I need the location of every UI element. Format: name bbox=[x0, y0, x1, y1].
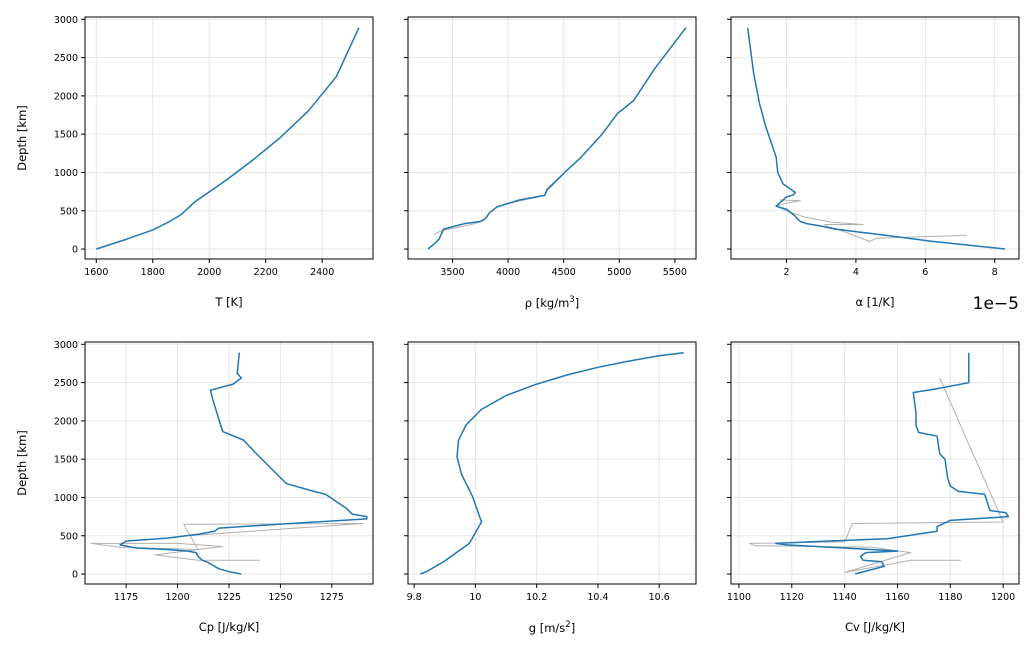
panel-gravity: 9.8 10 10.2 10.4 10.6 g [m/s2] bbox=[404, 341, 697, 635]
series-line-raw bbox=[775, 199, 968, 242]
x-tick-label: 1120 bbox=[780, 592, 804, 603]
x-tick-label: 2200 bbox=[254, 267, 278, 278]
y-tick-label: 500 bbox=[60, 531, 78, 542]
y-tick-label: 1000 bbox=[54, 168, 78, 179]
y-axis-label: Depth [km] bbox=[15, 105, 29, 171]
panel-density: 3500 4000 4500 5000 5500 ρ [kg/m3] bbox=[404, 16, 697, 310]
y-tick-label: 3000 bbox=[54, 15, 78, 26]
axes-frame bbox=[407, 16, 697, 260]
x-tick-label: 1200 bbox=[991, 592, 1015, 603]
y-tick-label: 2500 bbox=[54, 378, 78, 389]
y-tick-label: 3000 bbox=[54, 340, 78, 351]
x-axis-label: Cp [J/kg/K] bbox=[199, 620, 260, 634]
y-tick-label: 2000 bbox=[54, 416, 78, 427]
series-line-raw bbox=[90, 523, 364, 561]
series-line-raw bbox=[749, 377, 1004, 573]
x-axis-label: α [1/K] bbox=[856, 295, 895, 309]
series-line-profile bbox=[746, 27, 1006, 250]
y-tick-label: 500 bbox=[60, 206, 78, 217]
y-tick-label: 1500 bbox=[54, 130, 78, 141]
panel-expansivity: 2 4 6 8 α [1/K] 1e−5 bbox=[727, 16, 1020, 314]
y-tick-label: 0 bbox=[72, 245, 78, 256]
x-tick-label: 2000 bbox=[197, 267, 221, 278]
x-tick-label: 4000 bbox=[496, 267, 520, 278]
panel-cp: 1175 1200 1225 1250 1275 0 500 1000 1500 2000 2500… bbox=[15, 340, 374, 634]
x-tick-label: 1600 bbox=[84, 267, 108, 278]
x-axis-label: ρ [kg/m3] bbox=[525, 295, 579, 310]
x-tick-label: 1200 bbox=[165, 592, 189, 603]
x-offset-label: 1e−5 bbox=[973, 294, 1019, 314]
series-line-profile bbox=[427, 27, 687, 250]
x-tick-label: 8 bbox=[992, 267, 998, 278]
x-tick-label: 9.8 bbox=[407, 592, 422, 603]
series-line-profile bbox=[119, 352, 368, 575]
panel-cv: 1100 1120 1140 1160 1180 1200 Cv [J/kg/K] bbox=[727, 341, 1020, 634]
x-tick-label: 1800 bbox=[141, 267, 165, 278]
x-tick-label: 4 bbox=[853, 267, 859, 278]
axes-frame bbox=[730, 16, 1020, 260]
x-tick-label: 1160 bbox=[885, 592, 909, 603]
panel-temperature: 1600 1800 2000 2200 2400 0 500 1000 1500 2000 2500… bbox=[15, 15, 374, 309]
x-tick-label: 1175 bbox=[114, 592, 138, 603]
x-tick-label: 1140 bbox=[833, 592, 857, 603]
x-tick-label: 1275 bbox=[320, 592, 344, 603]
x-tick-label: 2 bbox=[783, 267, 789, 278]
x-tick-label: 3500 bbox=[440, 267, 464, 278]
y-axis-label: Depth [km] bbox=[15, 430, 29, 496]
axes-frame bbox=[730, 341, 1020, 585]
x-tick-label: 1250 bbox=[268, 592, 292, 603]
y-tick-label: 2500 bbox=[54, 53, 78, 64]
x-tick-label: 10.4 bbox=[587, 592, 608, 603]
x-tick-label: 10.2 bbox=[526, 592, 547, 603]
axes-frame bbox=[84, 16, 374, 260]
x-axis-label: T [K] bbox=[214, 295, 242, 309]
series-line-raw bbox=[433, 157, 581, 235]
x-axis-label: g [m/s2] bbox=[529, 620, 575, 635]
y-tick-label: 0 bbox=[72, 570, 78, 581]
x-tick-label: 1225 bbox=[217, 592, 241, 603]
series-line-profile bbox=[96, 27, 360, 250]
x-tick-label: 6 bbox=[922, 267, 928, 278]
x-tick-label: 5500 bbox=[663, 267, 687, 278]
x-tick-label: 5000 bbox=[607, 267, 631, 278]
y-tick-label: 2000 bbox=[54, 91, 78, 102]
y-tick-label: 1500 bbox=[54, 455, 78, 466]
x-tick-label: 1100 bbox=[727, 592, 751, 603]
x-axis-label: Cv [J/kg/K] bbox=[845, 620, 905, 634]
axes-frame bbox=[407, 341, 697, 585]
y-tick-label: 1000 bbox=[54, 493, 78, 504]
x-tick-label: 1180 bbox=[938, 592, 962, 603]
series-line-profile bbox=[775, 352, 1010, 575]
x-tick-label: 10 bbox=[469, 592, 481, 603]
series-line-profile bbox=[420, 351, 684, 575]
x-tick-label: 2400 bbox=[310, 267, 334, 278]
x-tick-label: 10.6 bbox=[649, 592, 670, 603]
x-tick-label: 4500 bbox=[552, 267, 576, 278]
